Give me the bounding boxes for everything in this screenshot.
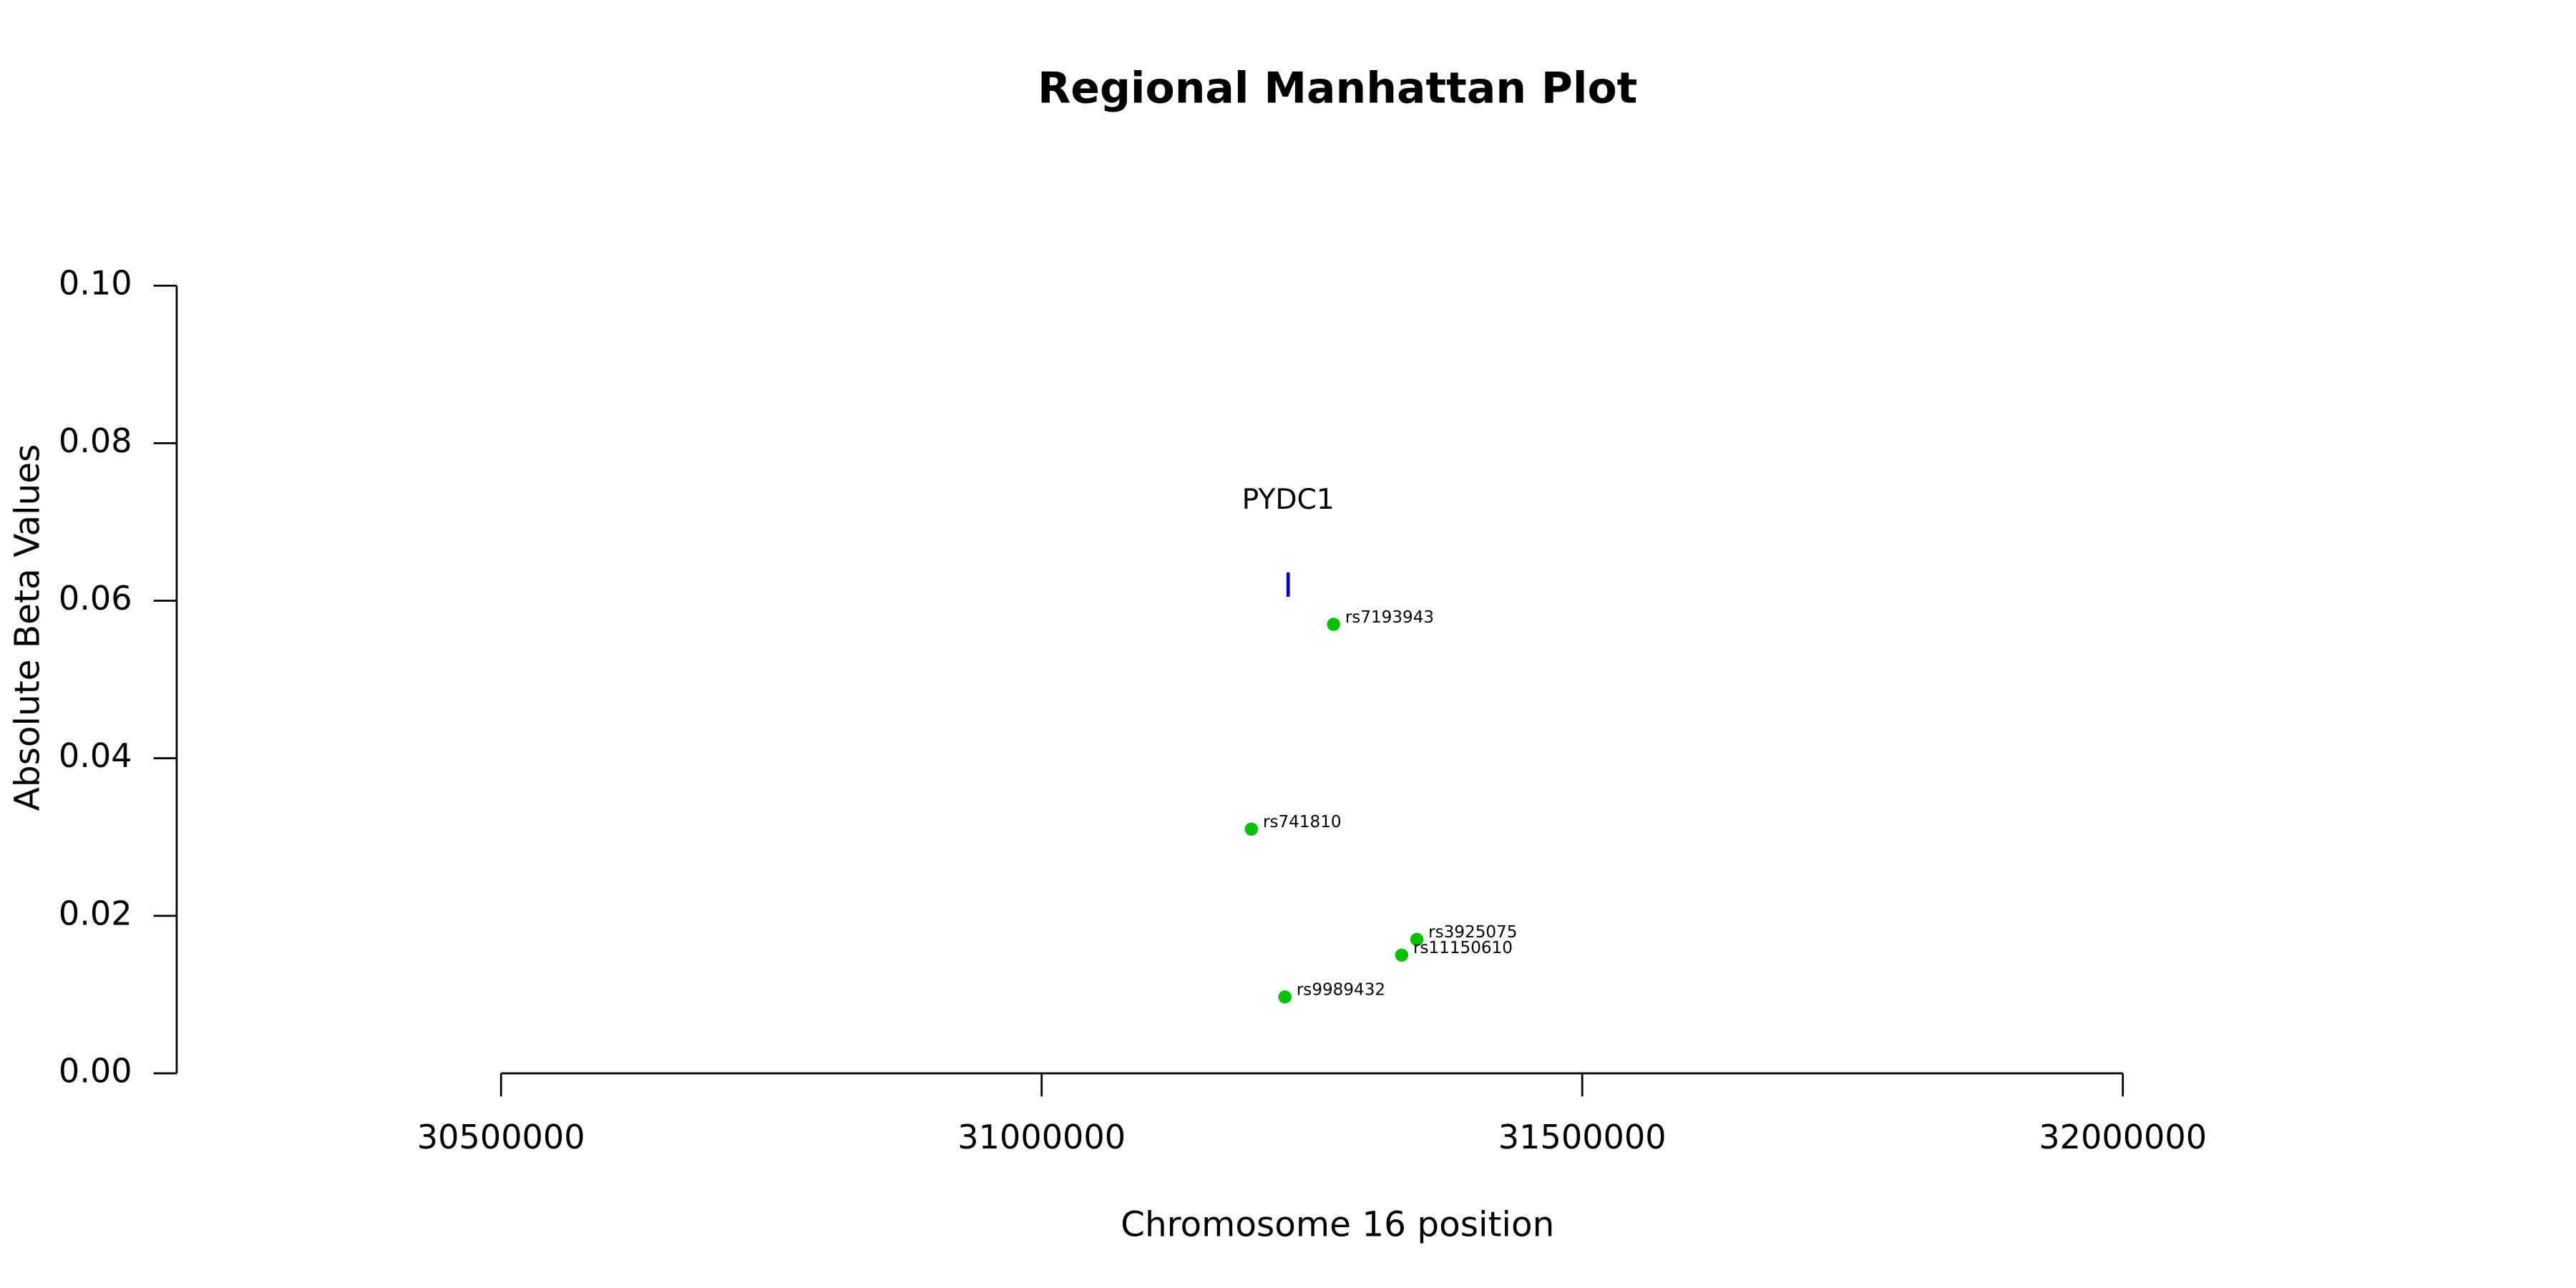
snp-label: rs741810: [1263, 813, 1342, 831]
y-tick-label: 0.10: [59, 264, 132, 303]
y-tick-label: 0.04: [59, 736, 132, 775]
snp-point: [1244, 822, 1259, 836]
x-tick-label: 31500000: [1498, 1118, 1667, 1156]
x-tick-label: 32000000: [2039, 1118, 2207, 1156]
y-tick-label: 0.08: [59, 421, 132, 460]
snp-point: [1278, 990, 1292, 1004]
x-tick-label: 31000000: [957, 1118, 1126, 1156]
snp-label: rs9989432: [1297, 980, 1385, 999]
gene-label: PYDC1: [1242, 484, 1335, 516]
x-tick-label: 30500000: [417, 1118, 585, 1156]
snp-point: [1410, 932, 1424, 947]
snp-label: rs3925075: [1428, 923, 1517, 942]
x-axis-label: Chromosome 16 position: [1121, 1205, 1554, 1245]
y-axis-label: Absolute Beta Values: [8, 444, 48, 811]
snp-label: rs11150610: [1413, 939, 1513, 957]
y-tick-label: 0.00: [59, 1052, 132, 1091]
snp-point: [1395, 948, 1409, 962]
snp-point: [1327, 618, 1340, 631]
y-tick-label: 0.06: [59, 579, 132, 618]
y-tick-label: 0.02: [59, 894, 132, 932]
snp-label: rs7193943: [1345, 608, 1434, 627]
chart-title: Regional Manhattan Plot: [1038, 64, 1637, 114]
